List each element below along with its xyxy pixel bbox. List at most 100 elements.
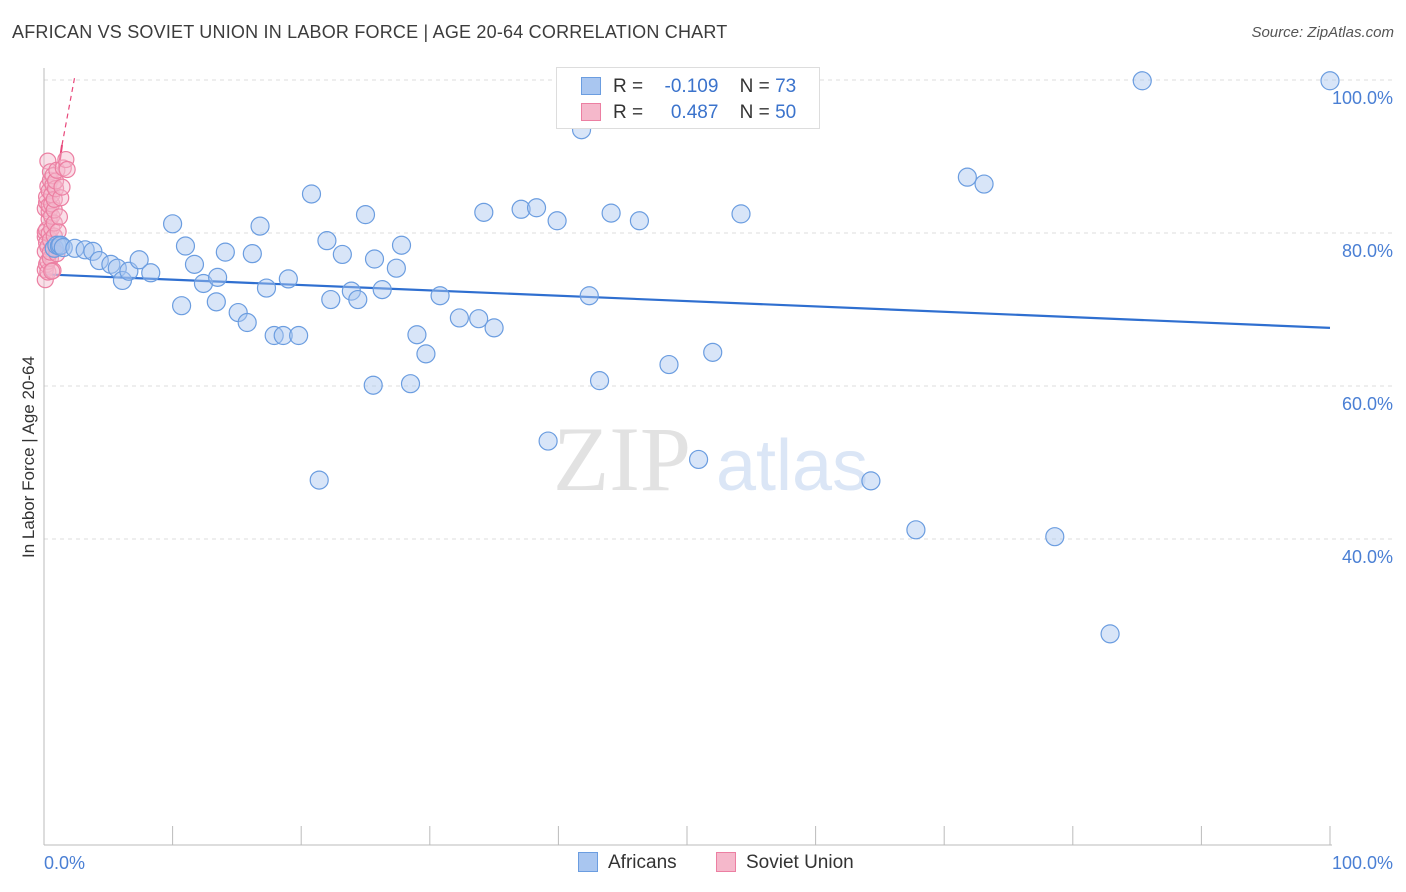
watermark: ZIP atlas (553, 408, 868, 510)
africans-point (906, 520, 926, 540)
africans-point (129, 250, 149, 270)
africans-point (731, 204, 751, 224)
soviet-n-label: N = (739, 102, 770, 123)
africans-point (107, 258, 127, 278)
watermark-zip: ZIP (553, 408, 691, 510)
africans-point (547, 211, 567, 231)
source-label: Source: ZipAtlas.com (1251, 24, 1394, 41)
africans-point (273, 325, 293, 346)
africans-point (526, 198, 547, 218)
soviet-r-value: 0.487 (670, 102, 719, 123)
africans-point (703, 342, 723, 362)
tick-label-layer: 40.0% 60.0% 80.0% 100.0% 0.0% 100.0% (44, 88, 1393, 873)
africans-point (1132, 71, 1152, 91)
africans-point (511, 199, 531, 219)
soviet-r-label: R = (613, 102, 644, 123)
africans-r-label: R = (613, 76, 644, 97)
africans-point (474, 202, 494, 222)
africans-point (237, 312, 257, 333)
bottom-soviet-swatch (716, 852, 736, 872)
africans-point (364, 249, 385, 269)
y-tick-label: 80.0% (1342, 241, 1393, 261)
africans-point (629, 211, 650, 231)
x-tick-label-max: 100.0% (1332, 853, 1393, 873)
africans-point (363, 375, 383, 395)
africans-point (215, 242, 235, 262)
africans-point (250, 216, 270, 236)
africans-point (400, 374, 421, 394)
legend-row-soviet: R = 0.487 N = 50 (581, 102, 796, 126)
africans-point (301, 184, 322, 204)
soviet-point (53, 178, 71, 196)
africans-point (589, 371, 610, 391)
africans-point (579, 286, 599, 306)
africans-point (278, 269, 298, 289)
africans-point (193, 273, 214, 294)
africans-point (1320, 71, 1340, 91)
bottom-africans-label: Africans (608, 852, 677, 873)
africans-point (172, 296, 192, 316)
africans-point (407, 325, 427, 345)
africans-point (332, 244, 352, 265)
africans-point (348, 289, 368, 310)
africans-point (175, 236, 196, 256)
africans-point (688, 449, 709, 470)
bottom-africans-swatch (578, 852, 598, 872)
africans-point (659, 354, 679, 375)
africans-point (416, 344, 436, 364)
africans-point (309, 470, 329, 490)
africans-point (321, 289, 341, 310)
africans-point (75, 240, 95, 260)
africans-point (163, 214, 183, 234)
africans-point (206, 292, 226, 312)
africans-point (242, 244, 262, 264)
bottom-soviet-label: Soviet Union (746, 852, 854, 873)
africans-point (601, 203, 621, 223)
soviet-n-value: 50 (775, 102, 797, 123)
africans-point (51, 235, 71, 255)
y-tick-label: 40.0% (1342, 547, 1393, 567)
africans-point (469, 309, 489, 329)
africans-point (430, 286, 450, 306)
africans-point (1045, 527, 1065, 547)
africans-point (289, 325, 309, 346)
africans-point (184, 254, 205, 274)
soviet-point (44, 261, 62, 280)
africans-point (89, 250, 109, 271)
africans-point (484, 318, 504, 338)
soviet-swatch (581, 103, 601, 121)
soviet-trend-extension (61, 76, 76, 146)
africans-point (208, 267, 228, 287)
bottom-legend-soviet: Soviet Union (716, 852, 854, 874)
legend-row-africans: R = -0.109 N = 73 (581, 76, 796, 100)
y-axis-label: In Labor Force | Age 20-64 (19, 356, 38, 558)
soviet-point (58, 160, 76, 179)
bottom-legend-africans: Africans (578, 852, 677, 874)
africans-point (317, 231, 337, 251)
africans-point (449, 308, 469, 328)
africans-point (861, 471, 881, 491)
africans-n-value: 73 (775, 76, 797, 97)
africans-r-value: -0.109 (664, 76, 719, 97)
africans-swatch (581, 77, 601, 95)
x-tick-label-min: 0.0% (44, 853, 85, 873)
africans-point (538, 431, 558, 451)
africans-point (355, 205, 376, 225)
soviet-point (50, 208, 69, 226)
stats-legend: R = -0.109 N = 73 R = 0.487 N = 50 (556, 67, 820, 129)
africans-point (141, 263, 161, 283)
africans-point (974, 174, 994, 194)
watermark-atlas: atlas (716, 426, 868, 506)
points-layer (36, 71, 1340, 644)
africans-point (391, 235, 412, 255)
y-tick-label: 60.0% (1342, 394, 1393, 414)
africans-point (1100, 624, 1120, 644)
y-tick-label: 100.0% (1332, 88, 1393, 108)
africans-point (256, 278, 277, 298)
africans-point (372, 280, 392, 300)
africans-point (957, 167, 977, 187)
soviet-point (43, 262, 61, 280)
africans-n-label: N = (739, 76, 770, 97)
africans-point (386, 258, 406, 278)
